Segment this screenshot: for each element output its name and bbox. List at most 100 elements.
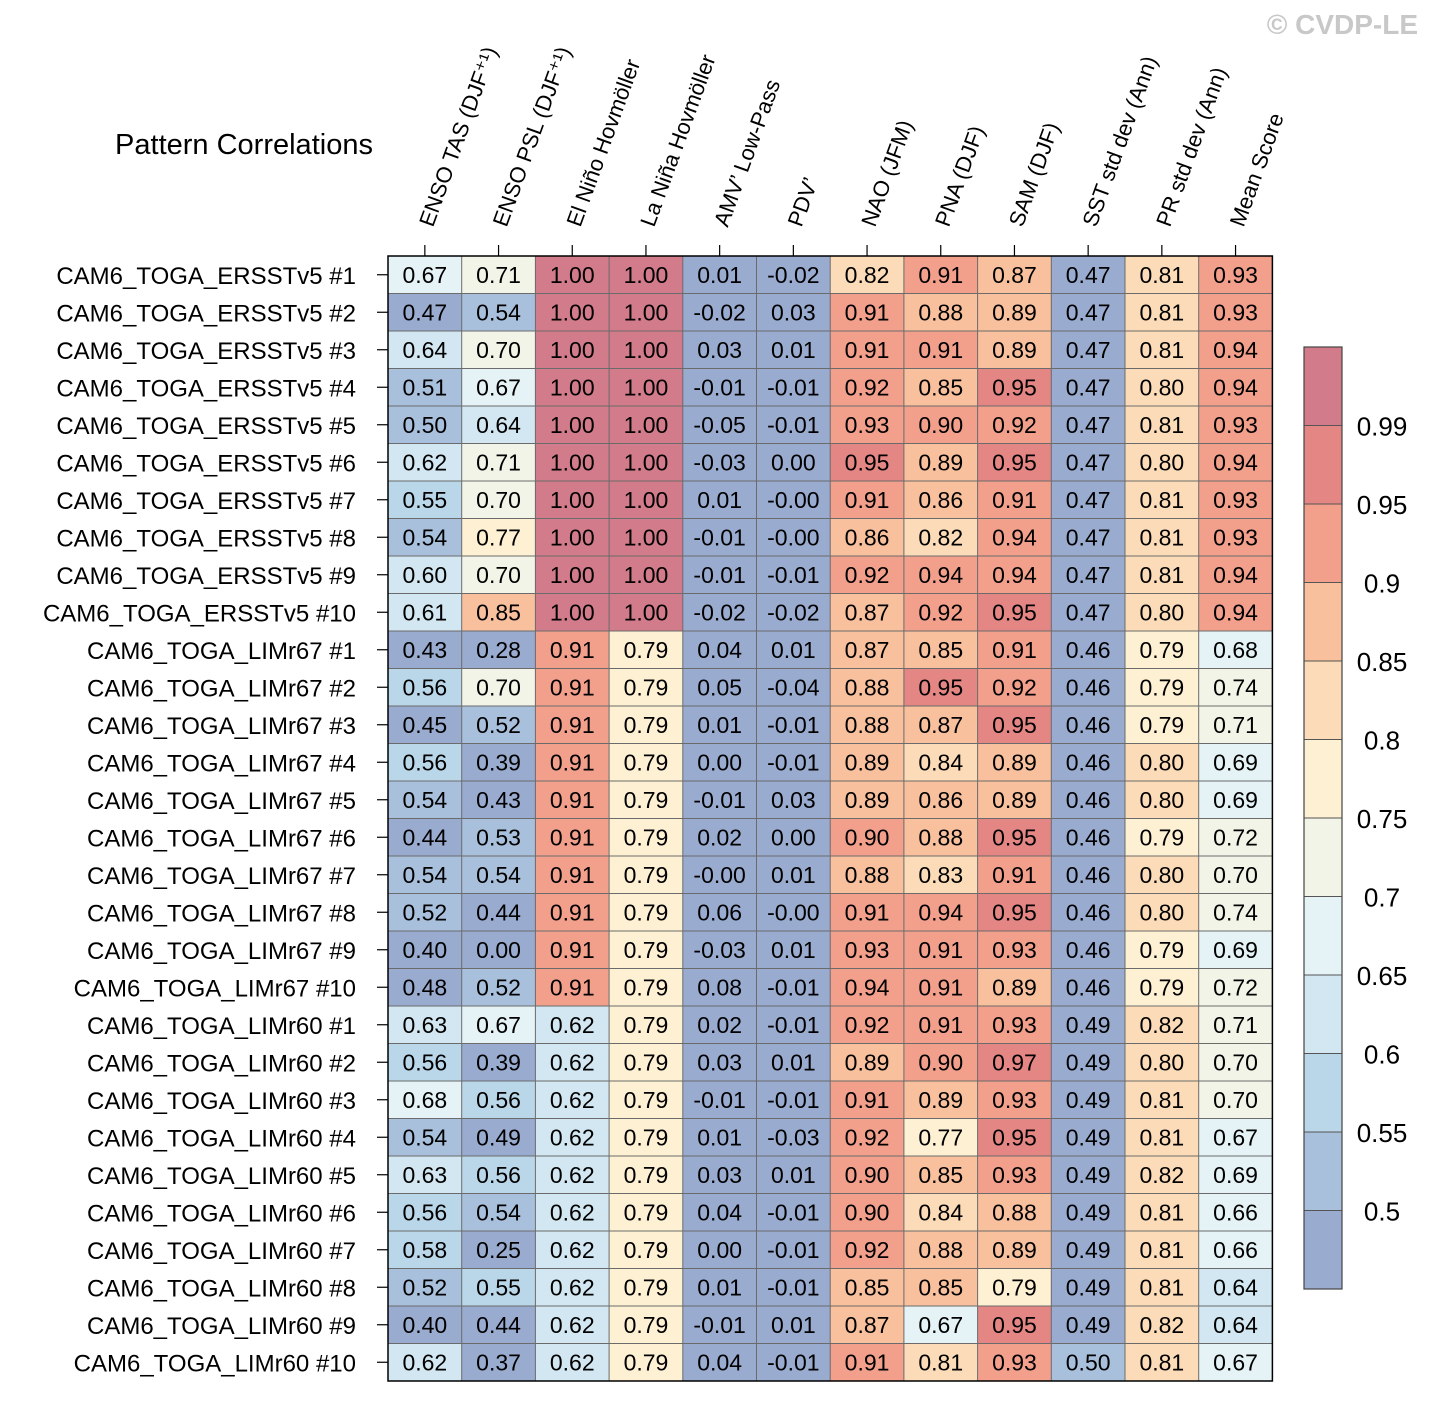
heatmap-cell [756,518,831,557]
cell-value: 0.79 [624,824,669,850]
heatmap-cell [903,706,978,744]
cell-value: 0.91 [918,1012,963,1038]
cell-value: 0.52 [402,899,447,925]
heatmap-cell [1051,481,1126,519]
column-label: La Niña Hovmöller [635,51,720,230]
colorbar-label: 0.5 [1364,1197,1400,1227]
cell-value: -0.01 [693,787,745,813]
heatmap-cell [609,1343,684,1382]
cell-value: 0.94 [1213,337,1258,363]
heatmap-cell [903,856,978,894]
cell-value: 0.70 [476,487,521,513]
cell-value: 0.79 [1139,637,1184,663]
cell-value: 0.64 [402,337,447,363]
heatmap-cell [1125,706,1199,744]
cell-value: 0.01 [771,1049,816,1075]
heatmap-cell [756,293,831,332]
cell-value: 0.89 [992,337,1037,363]
heatmap-cell [682,1006,757,1044]
cell-value: 0.82 [918,524,963,550]
cell-value: 0.79 [992,1274,1037,1300]
heatmap-cell [903,1306,978,1344]
cell-value: 0.51 [402,374,447,400]
cell-value: 0.93 [992,1087,1037,1113]
heatmap-cell [1051,1006,1126,1044]
colorbar: 0.5 0.55 0.6 0.65 0.7 0.75 0.8 0.85 0.9 0.95 0.99 [1303,346,1408,1290]
cell-value: 0.49 [1066,1124,1111,1150]
heatmap-cell [682,1268,757,1307]
cell-value: 0.87 [992,262,1037,288]
cell-value: 0.63 [402,1162,447,1188]
heatmap-cell [1051,781,1126,819]
colorbar-segment [1304,1053,1342,1133]
cell-value: 0.01 [771,637,816,663]
heatmap-cell [535,556,610,594]
cell-value: 0.81 [918,1349,963,1375]
heatmap-cell [682,1118,757,1157]
cell-value: 0.79 [624,712,669,738]
cell-value: 0.89 [992,974,1037,1000]
heatmap-cell [756,368,831,407]
heatmap-cell [535,818,610,857]
heatmap-cell [903,256,978,294]
cell-value: 0.91 [845,487,890,513]
cell-value: 1.00 [624,562,669,588]
cell-value: 0.86 [918,487,963,513]
heatmap-cell [682,256,757,294]
heatmap-cell [1051,1081,1126,1119]
cell-value: 0.89 [918,449,963,475]
row-label: CAM6_TOGA_ERSSTv5 #1 [56,263,356,290]
heatmap-cell [1125,818,1199,857]
cell-value: 0.92 [918,599,963,625]
cell-value: -0.00 [767,487,819,513]
cell-value: 0.91 [992,637,1037,663]
heatmap-cell [830,1306,905,1344]
heatmap-cell [756,781,831,819]
heatmap-cell [1125,593,1199,632]
cell-value: 0.84 [918,1199,963,1225]
heatmap-cell [461,406,536,444]
column-label: AMV’ Low-Pass [709,76,785,230]
cell-value: 0.91 [550,824,595,850]
cell-value: 0.62 [402,1349,447,1375]
heatmap-cell [756,1006,831,1044]
heatmap-cell [830,593,905,632]
heatmap-cell [461,668,536,707]
heatmap-cell [756,1268,831,1307]
heatmap-cell [1125,518,1199,557]
heatmap-cell [461,968,536,1007]
cell-value: 0.62 [550,1349,595,1375]
heatmap-cell [461,1156,536,1194]
cell-value: 0.56 [402,1049,447,1075]
cell-value: 0.91 [550,674,595,700]
cell-value: 0.89 [992,1237,1037,1263]
heatmap-cell [461,1306,536,1344]
heatmap-cell [388,931,462,969]
cell-value: 0.70 [1213,862,1258,888]
cell-value: 0.70 [476,674,521,700]
row-label: CAM6_TOGA_LIMr67 #7 [87,863,356,890]
cell-value: 0.67 [918,1312,963,1338]
heatmap-cell [609,968,684,1007]
cell-value: 0.46 [1066,937,1111,963]
cell-value: 0.81 [1139,1087,1184,1113]
cell-value: -0.01 [767,712,819,738]
cell-value: 0.91 [550,712,595,738]
heatmap-cell [1051,706,1126,744]
colorbar-label: 0.99 [1357,412,1408,442]
cell-value: 0.00 [697,1237,742,1263]
cell-value: 1.00 [624,599,669,625]
cell-value: -0.01 [693,1087,745,1113]
cell-value: 0.93 [992,1162,1037,1188]
heatmap-cell [1125,481,1199,519]
heatmap-cell [535,1193,610,1232]
heatmap-cell [903,593,978,632]
cell-value: 0.79 [624,637,669,663]
cell-value: 0.68 [402,1087,447,1113]
heatmap-cell [1198,406,1273,444]
cell-value: 0.92 [992,412,1037,438]
heatmap-cell [977,743,1052,782]
cell-value: 1.00 [624,374,669,400]
cell-value: 0.52 [402,1274,447,1300]
row-label: CAM6_TOGA_ERSSTv5 #7 [56,488,356,515]
